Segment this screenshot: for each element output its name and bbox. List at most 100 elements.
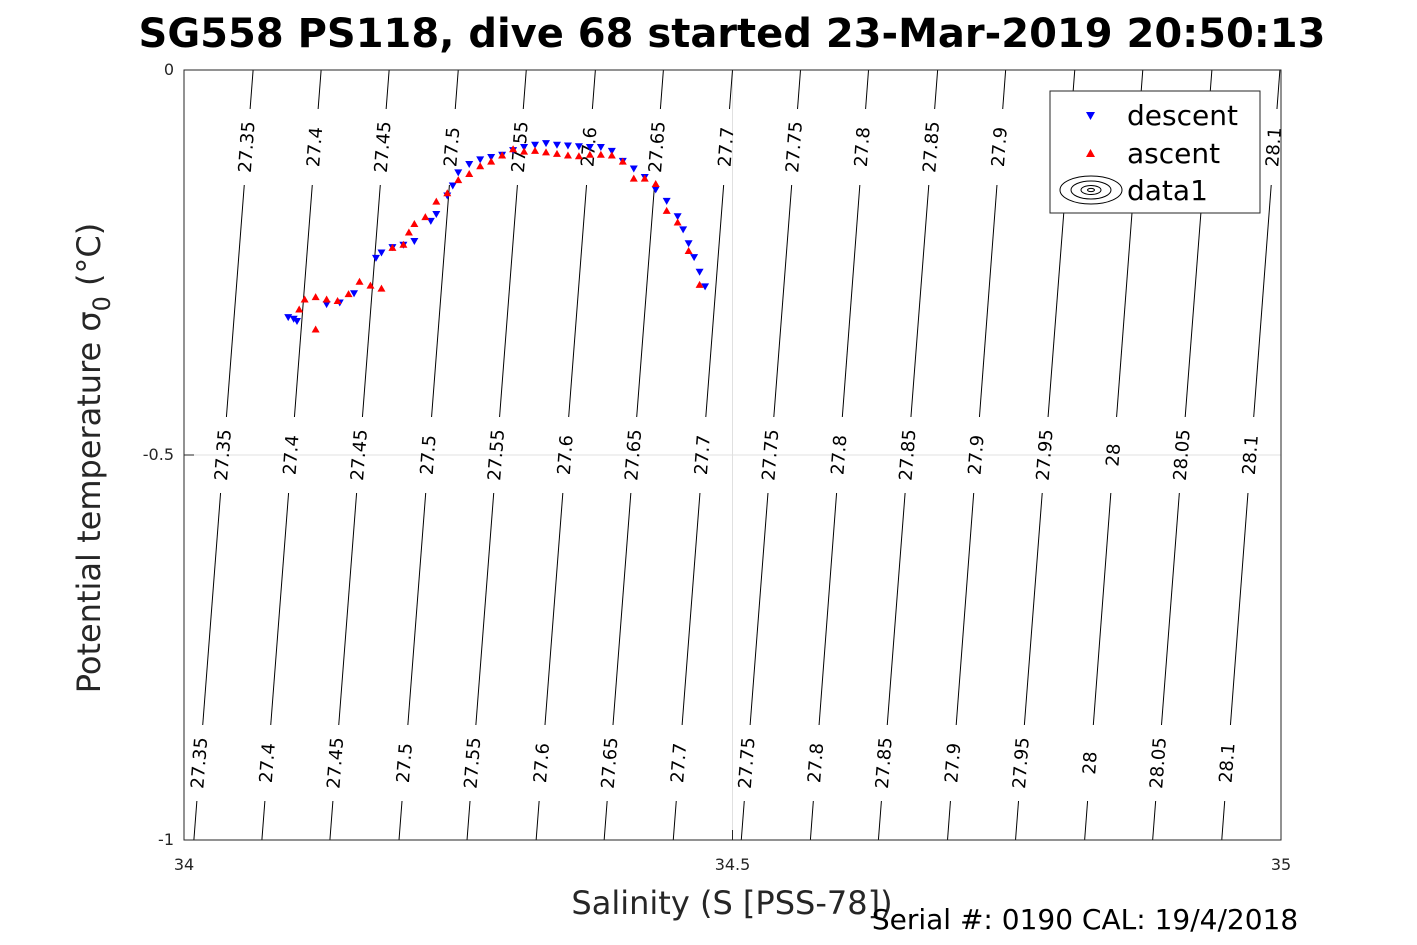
descent-point-26 xyxy=(574,143,583,151)
descent-point-33 xyxy=(651,186,660,194)
ascent-point-19 xyxy=(487,157,496,165)
legend-descent-label: descent xyxy=(1127,99,1238,132)
descent-point-16 xyxy=(465,160,474,168)
contour-label-28-2: 28 xyxy=(1079,751,1102,775)
contour-line-27.8-seg-0 xyxy=(865,69,870,110)
descent-point-36 xyxy=(679,226,688,234)
contour-line-27.45-seg-3 xyxy=(329,800,334,841)
contour-line-27.45-seg-1 xyxy=(361,184,381,418)
ascent-point-8 xyxy=(377,284,386,292)
contour-label-27.35-1: 27.35 xyxy=(211,429,236,482)
descent-point-28 xyxy=(596,144,605,151)
contour-line-27.35-seg-2 xyxy=(202,492,222,726)
contour-line-27.5-seg-2 xyxy=(407,492,427,726)
descent-point-24 xyxy=(552,141,561,149)
contour-line-27.85-seg-0 xyxy=(934,69,939,110)
contour-line-27.65-seg-3 xyxy=(603,800,608,841)
ascent-point-27 xyxy=(574,152,583,160)
descent-point-31 xyxy=(629,165,638,173)
contour-label-27.7-1: 27.7 xyxy=(691,434,715,476)
contour-line-27.6-seg-3 xyxy=(535,800,540,841)
contour-line-27.65-seg-1 xyxy=(636,184,656,418)
contour-label-27.65-1: 27.65 xyxy=(621,429,646,482)
contour-label-27.9-1: 27.9 xyxy=(965,434,989,476)
contour-label-27.8-0: 27.8 xyxy=(851,126,875,168)
contour-label-27.85-0: 27.85 xyxy=(919,121,944,174)
legend-ascent-label: ascent xyxy=(1127,137,1220,170)
y-axis-label-main: Potential temperature σ xyxy=(70,311,108,693)
contour-line-27.35-seg-1 xyxy=(225,184,245,418)
contour-line-27.7-seg-0 xyxy=(729,69,733,110)
contour-line-27.9-seg-3 xyxy=(947,800,951,841)
descent-point-5 xyxy=(350,290,359,298)
chart-title: SG558 PS118, dive 68 started 23-Mar-2019… xyxy=(139,11,1326,57)
descent-point-3 xyxy=(322,301,331,309)
contour-line-27.5-seg-1 xyxy=(431,184,450,418)
ascent-point-39 xyxy=(311,325,320,333)
ascent-point-4 xyxy=(333,297,342,304)
contour-label-27.65-0: 27.65 xyxy=(645,121,670,174)
legend-ascent-marker xyxy=(1086,149,1095,157)
contour-line-27.95-seg-2 xyxy=(1023,492,1043,726)
ascent-point-25 xyxy=(552,149,561,157)
descent-point-6 xyxy=(371,254,380,262)
contour-line-28.1-seg-0 xyxy=(1276,69,1281,110)
contour-line-27.65-seg-0 xyxy=(659,69,664,110)
contour-label-28-1: 28 xyxy=(1102,443,1125,467)
descent-point-38 xyxy=(690,254,699,262)
descent-point-21 xyxy=(520,144,529,151)
contour-line-27.85-seg-3 xyxy=(877,800,882,841)
ascent-point-20 xyxy=(498,151,507,159)
ascent-point-13 xyxy=(421,213,430,221)
contour-label-27.55-2: 27.55 xyxy=(461,737,486,790)
ascent-point-28 xyxy=(585,150,594,158)
ascent-point-23 xyxy=(531,146,540,154)
ascent-point-12 xyxy=(410,220,419,227)
contour-line-27.5-seg-0 xyxy=(454,69,459,110)
descent-point-27 xyxy=(585,144,594,151)
contour-line-28.1-seg-1 xyxy=(1253,184,1272,418)
y-axis-label-subscript: 0 xyxy=(88,296,116,311)
contour-label-27.8-2: 27.8 xyxy=(804,742,828,784)
ascent-point-9 xyxy=(388,243,397,251)
x-tick-label-2: 35 xyxy=(1271,855,1291,874)
descent-point-25 xyxy=(563,142,572,150)
ascent-point-34 xyxy=(651,179,660,187)
contour-line-27.55-seg-0 xyxy=(522,69,527,110)
contour-label-27.6-1: 27.6 xyxy=(554,434,578,476)
contour-line-27.85-seg-2 xyxy=(886,492,906,726)
contour-label-27.65-2: 27.65 xyxy=(598,737,623,790)
contour-line-27.45-seg-2 xyxy=(338,492,358,726)
contour-line-27.7-seg-2 xyxy=(681,492,701,726)
y-tick-label-0: 0 xyxy=(164,60,174,79)
descent-point-22 xyxy=(531,141,540,149)
descent-point-7 xyxy=(377,249,386,257)
contour-line-27.55-seg-2 xyxy=(475,492,495,726)
contour-label-27.5-2: 27.5 xyxy=(393,742,417,784)
x-tick-label-0: 34 xyxy=(174,855,194,874)
ascent-point-31 xyxy=(618,157,627,165)
contour-label-28.1-0: 28.1 xyxy=(1262,126,1286,168)
contour-label-28.05-2: 28.05 xyxy=(1146,737,1171,790)
ascent-point-33 xyxy=(640,174,649,182)
contour-line-27.45-seg-0 xyxy=(385,69,390,110)
contour-label-27.35-0: 27.35 xyxy=(235,121,260,174)
contour-line-27.55-seg-1 xyxy=(499,184,518,418)
contour-line-28-seg-1 xyxy=(1116,184,1135,418)
contour-line-27.35-seg-0 xyxy=(249,69,254,110)
contour-label-27.45-2: 27.45 xyxy=(323,737,348,790)
contour-line-27.6-seg-1 xyxy=(568,184,588,418)
contour-line-27.95-seg-3 xyxy=(1015,800,1020,841)
contour-label-27.45-1: 27.45 xyxy=(347,429,372,482)
contour-line-27.65-seg-2 xyxy=(612,492,632,726)
contour-label-28.1-1: 28.1 xyxy=(1239,434,1263,476)
ascent-point-2 xyxy=(311,293,320,301)
descent-point-35 xyxy=(673,213,682,221)
contour-line-27.75-seg-3 xyxy=(740,800,745,841)
descent-point-17 xyxy=(476,156,485,164)
descent-point-29 xyxy=(607,147,616,155)
ascent-point-5 xyxy=(344,290,353,298)
ascent-point-21 xyxy=(509,145,518,153)
contour-line-27.6-seg-2 xyxy=(544,492,564,726)
descent-point-15 xyxy=(454,169,463,177)
